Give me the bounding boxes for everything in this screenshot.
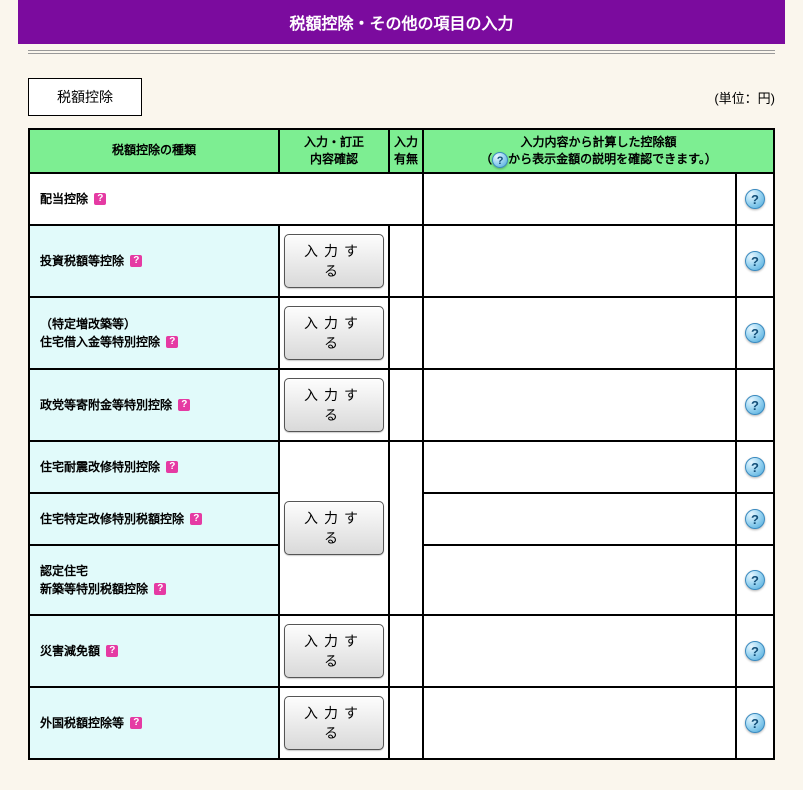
tax-deduction-table: 税額控除の種類 入力・訂正 内容確認 入力 有無 入力内容から計算した控除額 （… [28, 128, 775, 760]
amount-cell [423, 173, 736, 225]
info-icon[interactable]: ? [154, 583, 166, 595]
row-label-foreign-tax: 外国税額控除等 ? [29, 687, 279, 759]
row-label-text: 住宅耐震改修特別控除 [40, 460, 160, 474]
table-row: 外国税額控除等 ? 入力する [29, 687, 774, 759]
info-icon[interactable]: ? [178, 399, 190, 411]
row-label-text: 外国税額控除等 [40, 716, 124, 730]
help-icon[interactable] [492, 152, 508, 168]
table-row: （特定増改築等） 住宅借入金等特別控除 ? 入力する [29, 297, 774, 369]
amount-cell [423, 369, 736, 441]
info-icon[interactable]: ? [166, 336, 178, 348]
th-type: 税額控除の種類 [29, 129, 279, 173]
flag-cell [389, 687, 423, 759]
help-icon[interactable] [745, 189, 765, 209]
help-icon[interactable] [745, 251, 765, 271]
row-label-party-donation: 政党等寄附金等特別控除 ? [29, 369, 279, 441]
help-icon[interactable] [745, 713, 765, 733]
th-calculated: 入力内容から計算した控除額 （ から表示金額の説明を確認できます。） [423, 129, 774, 173]
row-label-text: （特定増改築等） [40, 317, 136, 331]
amount-cell [423, 225, 736, 297]
info-icon[interactable]: ? [130, 717, 142, 729]
th-flag-l2: 有無 [394, 152, 418, 166]
page-title: 税額控除・その他の項目の入力 [18, 0, 785, 44]
help-icon[interactable] [745, 457, 765, 477]
row-label-disaster: 災害減免額 ? [29, 615, 279, 687]
amount-cell [423, 441, 736, 493]
row-label-text: 政党等寄附金等特別控除 [40, 398, 172, 412]
row-label-text: 新築等特別税額控除 [40, 582, 148, 596]
info-icon[interactable]: ? [130, 255, 142, 267]
section-label-box: 税額控除 [28, 78, 142, 116]
table-row: 住宅耐震改修特別控除 ? 入力する [29, 441, 774, 493]
help-icon[interactable] [745, 641, 765, 661]
row-label-earthquake: 住宅耐震改修特別控除 ? [29, 441, 279, 493]
amount-cell [423, 687, 736, 759]
row-label-text: 投資税額等控除 [40, 254, 124, 268]
amount-cell [423, 493, 736, 545]
row-label-housing-loan: （特定増改築等） 住宅借入金等特別控除 ? [29, 297, 279, 369]
amount-cell [423, 615, 736, 687]
flag-cell [389, 369, 423, 441]
input-button[interactable]: 入力する [284, 501, 384, 555]
info-icon[interactable]: ? [106, 645, 118, 657]
row-label-text: 配当控除 [40, 192, 88, 206]
amount-cell [423, 297, 736, 369]
info-icon[interactable]: ? [190, 513, 202, 525]
row-label-text: 災害減免額 [40, 644, 100, 658]
row-label-text: 住宅借入金等特別控除 [40, 335, 160, 349]
amount-cell [423, 545, 736, 615]
row-label-dividend: 配当控除 ? [29, 173, 423, 225]
th-calc-l2-post: から表示金額の説明を確認できます。） [508, 152, 717, 166]
divider [28, 53, 775, 54]
help-icon[interactable] [745, 323, 765, 343]
row-label-text: 住宅特定改修特別税額控除 [40, 512, 184, 526]
table-row: 災害減免額 ? 入力する [29, 615, 774, 687]
th-calc-l2-pre: （ [480, 152, 492, 166]
th-flag: 入力 有無 [389, 129, 423, 173]
row-label-investment: 投資税額等控除 ? [29, 225, 279, 297]
th-flag-l1: 入力 [394, 135, 418, 149]
help-icon[interactable] [745, 509, 765, 529]
th-input-confirm-l2: 内容確認 [310, 152, 358, 166]
flag-cell [389, 441, 423, 615]
flag-cell [389, 225, 423, 297]
input-button[interactable]: 入力する [284, 624, 384, 678]
table-row: 配当控除 ? [29, 173, 774, 225]
info-icon[interactable]: ? [166, 461, 178, 473]
unit-label: (単位：円) [714, 88, 775, 107]
row-label-specific-repair: 住宅特定改修特別税額控除 ? [29, 493, 279, 545]
help-icon[interactable] [745, 395, 765, 415]
input-button[interactable]: 入力する [284, 306, 384, 360]
input-button[interactable]: 入力する [284, 234, 384, 288]
flag-cell [389, 615, 423, 687]
table-row: 政党等寄附金等特別控除 ? 入力する [29, 369, 774, 441]
th-input-confirm: 入力・訂正 内容確認 [279, 129, 389, 173]
divider [28, 50, 775, 51]
th-calc-l1: 入力内容から計算した控除額 [520, 135, 676, 149]
input-button[interactable]: 入力する [284, 378, 384, 432]
row-label-certified-house: 認定住宅 新築等特別税額控除 ? [29, 545, 279, 615]
row-label-text: 認定住宅 [40, 564, 88, 578]
flag-cell [389, 297, 423, 369]
table-row: 投資税額等控除 ? 入力する [29, 225, 774, 297]
help-icon[interactable] [745, 570, 765, 590]
th-input-confirm-l1: 入力・訂正 [304, 135, 364, 149]
info-icon[interactable]: ? [94, 193, 106, 205]
